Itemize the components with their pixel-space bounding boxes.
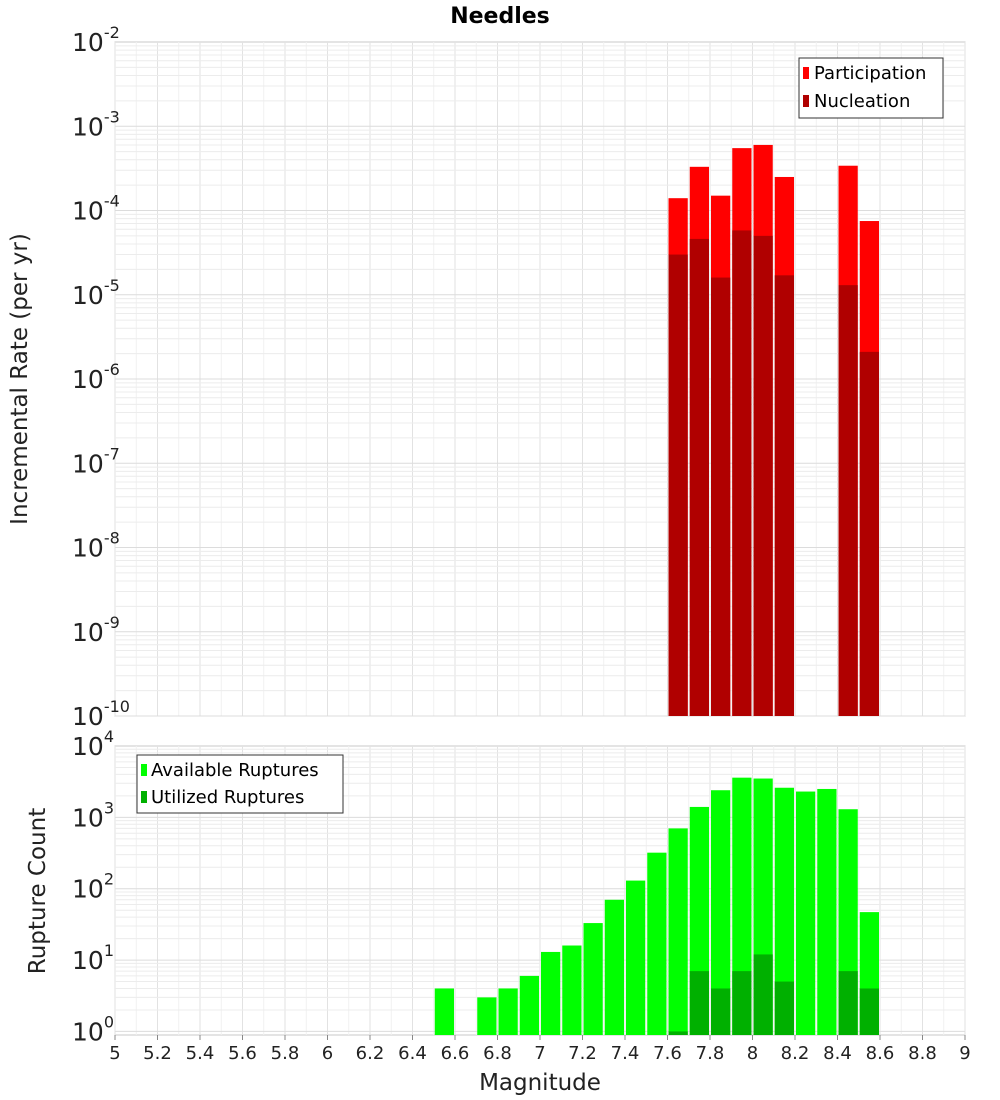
rate-y-tick-label: 10-4	[72, 192, 120, 226]
count-panel: 104 103 102 101 100 5 5.2 5.4 5.6 5.8 6 6.2 6.4 6.6 6…	[25, 727, 971, 1096]
utilized-bar	[711, 988, 731, 1035]
rate-y-axis-label: Incremental Rate (per yr)	[7, 233, 33, 525]
nucleation-bar	[668, 254, 688, 716]
x-tick-label: 8.8	[908, 1043, 937, 1064]
nucleation-bar	[753, 235, 773, 717]
x-tick-label: 7.8	[696, 1043, 725, 1064]
rate-legend-box	[798, 57, 944, 119]
x-tick-label: 7.6	[653, 1043, 682, 1064]
available-bar	[732, 777, 752, 1035]
available-bar	[774, 787, 794, 1035]
count-y-tick-label: 101	[72, 941, 114, 975]
available-bar	[434, 988, 454, 1035]
utilized-bar	[668, 1031, 688, 1035]
nucleation-bar	[689, 238, 709, 716]
count-y-tick-label: 103	[72, 798, 114, 832]
x-tick-label: 7.4	[611, 1043, 640, 1064]
rate-legend: Participation Nucleation	[798, 57, 944, 119]
x-tick-label: 7.2	[568, 1043, 597, 1064]
legend-swatch-nucleation	[803, 95, 809, 107]
legend-label-utilized: Utilized Ruptures	[151, 787, 304, 808]
available-bar	[583, 923, 603, 1035]
count-y-tick-label: 102	[72, 870, 114, 904]
x-tick-label: 8.6	[866, 1043, 895, 1064]
available-bar	[647, 852, 667, 1035]
utilized-bar	[689, 971, 709, 1035]
legend-label-nucleation: Nucleation	[814, 91, 910, 112]
rate-y-tick-label: 10-2	[72, 23, 120, 57]
x-tick-label: 9	[959, 1043, 970, 1064]
x-tick-label: 6.8	[483, 1043, 512, 1064]
x-tick-label: 7	[534, 1043, 545, 1064]
legend-swatch-participation	[803, 67, 809, 79]
nucleation-bar	[838, 285, 858, 716]
rate-panel: 10-2 10-3 10-4 10-5 10-6 10-7 10-8 10-9 10-10 In…	[7, 23, 966, 731]
utilized-bar	[753, 954, 773, 1035]
count-y-tick-label: 100	[72, 1012, 114, 1046]
x-tick-label: 5.8	[271, 1043, 300, 1064]
available-bar	[562, 945, 582, 1035]
x-tick-label: 6.4	[398, 1043, 427, 1064]
utilized-bar	[732, 971, 752, 1035]
rate-y-tick-label: 10-7	[72, 444, 120, 478]
nucleation-bar	[774, 275, 794, 716]
rate-y-tick-label: 10-3	[72, 107, 120, 141]
legend-swatch-utilized	[141, 791, 147, 803]
available-bar	[626, 880, 646, 1035]
available-bar	[519, 975, 539, 1035]
rate-y-tick-label: 10-10	[72, 697, 130, 731]
count-y-axis-label: Rupture Count	[25, 808, 51, 974]
available-bar	[668, 828, 688, 1035]
legend-label-participation: Participation	[814, 63, 926, 84]
available-bar	[796, 791, 816, 1035]
count-y-tick-label: 104	[72, 727, 114, 761]
x-tick-label: 8.2	[781, 1043, 810, 1064]
available-bar	[477, 997, 497, 1035]
available-bar	[541, 951, 561, 1035]
x-tick-label: 6	[322, 1043, 333, 1064]
rate-y-tick-label: 10-8	[72, 529, 120, 563]
nucleation-bar	[859, 351, 879, 716]
utilized-bar	[838, 971, 858, 1035]
available-bar	[711, 790, 731, 1035]
x-tick-label: 5.4	[186, 1043, 215, 1064]
utilized-bar	[859, 988, 879, 1035]
rate-y-tick-label: 10-6	[72, 360, 120, 394]
legend-swatch-available	[141, 764, 147, 776]
utilized-bar	[774, 981, 794, 1035]
nucleation-bar	[732, 230, 752, 716]
x-tick-label: 5.6	[228, 1043, 257, 1064]
x-tick-label: 8	[747, 1043, 758, 1064]
rate-y-tick-label: 10-5	[72, 276, 120, 310]
x-axis-label: Magnitude	[479, 1070, 601, 1096]
rate-y-tick-label: 10-9	[72, 613, 120, 647]
x-tick-label: 8.4	[823, 1043, 852, 1064]
available-bar	[604, 899, 624, 1035]
chart-title: Needles	[450, 4, 550, 29]
x-tick-label: 5.2	[143, 1043, 172, 1064]
x-tick-label: 6.2	[356, 1043, 385, 1064]
x-tick-label: 6.6	[441, 1043, 470, 1064]
available-bar	[498, 988, 518, 1035]
nucleation-bar	[711, 277, 731, 716]
count-legend-box	[136, 754, 344, 814]
x-tick-label: 5	[109, 1043, 120, 1064]
count-legend: Available Ruptures Utilized Ruptures	[136, 754, 344, 814]
available-bar	[817, 788, 837, 1035]
legend-label-available: Available Ruptures	[151, 760, 319, 781]
